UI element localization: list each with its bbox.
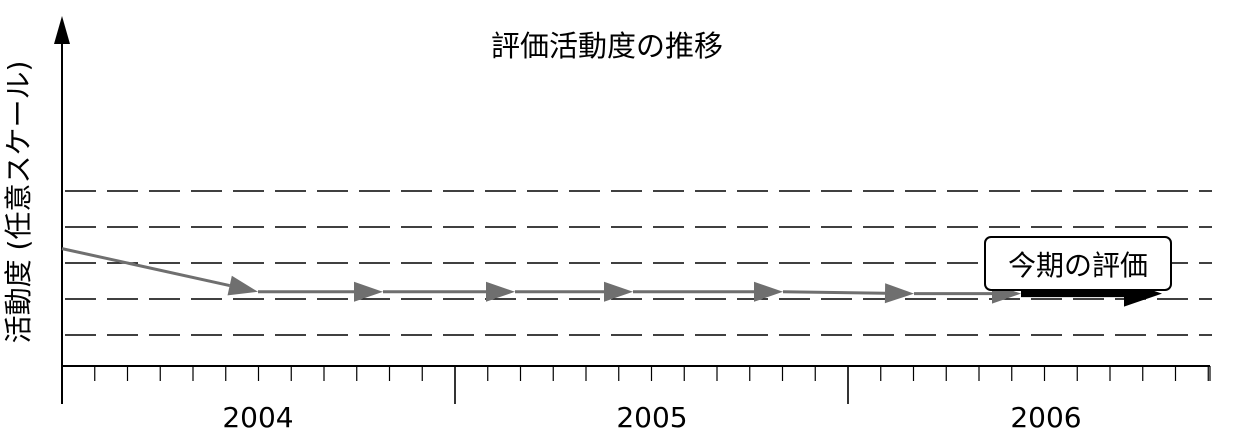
x-axis-group: 2004 2005 2006 [61,365,1211,429]
history-arrowhead-6 [884,283,914,304]
x-tick-label-2006: 2006 [1010,401,1081,429]
y-axis-label: 活動度 (任意スケール) [2,61,35,344]
history-arrowhead-5 [754,281,783,302]
x-tick-label-2004: 2004 [222,401,293,429]
chart-title: 評価活動度の推移 [491,29,723,63]
history-segment-1 [61,247,231,288]
annotation-label: 今期の評価 [1008,249,1148,282]
y-axis-group [54,16,70,404]
annotation-group: 今期の評価 [984,236,1172,291]
x-tick-label-2005: 2005 [616,401,687,429]
history-arrowhead-4 [604,281,633,302]
history-arrowhead-2 [354,281,383,302]
y-axis-arrowhead [54,16,70,44]
history-arrowhead-1 [227,275,258,296]
history-segment-6 [782,290,886,295]
annotation-box [984,236,1172,291]
history-arrowhead-3 [486,281,515,302]
gridlines-group [65,190,1212,336]
